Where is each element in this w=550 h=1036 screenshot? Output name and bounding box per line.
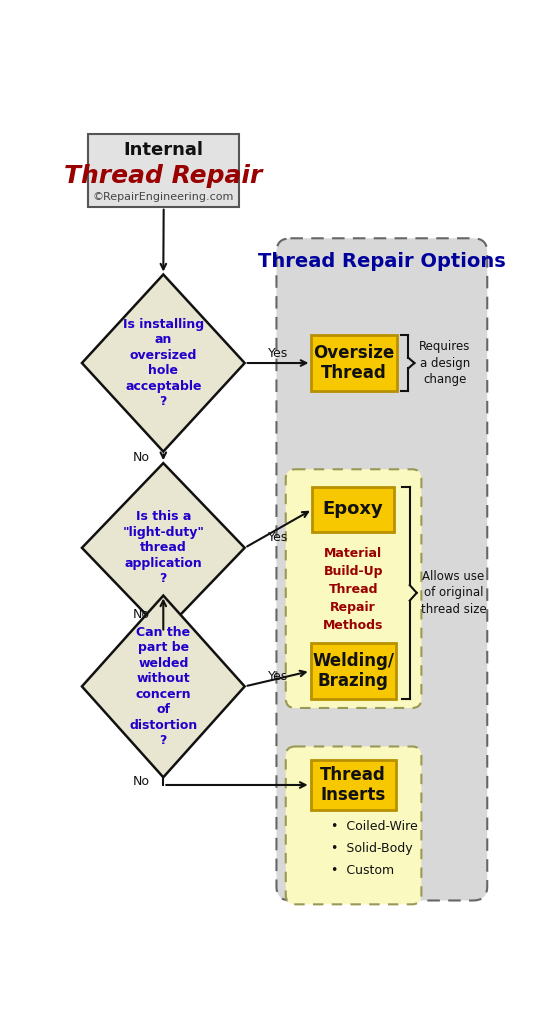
Text: ©RepairEngineering.com: ©RepairEngineering.com [93, 192, 234, 202]
Text: Material
Build-Up
Thread
Repair
Methods: Material Build-Up Thread Repair Methods [323, 547, 383, 632]
Text: Yes: Yes [268, 531, 289, 544]
Text: •  Coiled-Wire: • Coiled-Wire [332, 821, 418, 833]
Text: No: No [133, 607, 150, 621]
Text: Internal: Internal [124, 142, 204, 160]
Text: •  Custom: • Custom [332, 864, 394, 876]
Polygon shape [82, 275, 245, 452]
Text: Oversize
Thread: Oversize Thread [314, 344, 394, 382]
Text: Thread Repair Options: Thread Repair Options [258, 252, 506, 270]
Text: Thread
Inserts: Thread Inserts [320, 766, 386, 804]
Text: Thread Repair: Thread Repair [64, 164, 263, 188]
FancyBboxPatch shape [311, 336, 397, 391]
FancyBboxPatch shape [88, 134, 239, 207]
Text: Requires
a design
change: Requires a design change [419, 340, 470, 386]
FancyBboxPatch shape [277, 238, 487, 900]
Text: Yes: Yes [268, 346, 288, 359]
Text: Is this a
"light-duty"
thread
application
?: Is this a "light-duty" thread applicatio… [122, 511, 204, 585]
Text: •  Solid-Body: • Solid-Body [332, 842, 413, 855]
Text: Epoxy: Epoxy [323, 500, 383, 518]
Text: Allows use
of original
thread size: Allows use of original thread size [421, 570, 486, 615]
Text: Can the
part be
welded
without
concern
of
distortion
?: Can the part be welded without concern o… [129, 626, 197, 747]
FancyBboxPatch shape [312, 487, 394, 531]
Text: No: No [133, 451, 150, 464]
Text: No: No [133, 775, 150, 787]
FancyBboxPatch shape [286, 469, 421, 708]
Polygon shape [82, 463, 245, 633]
Text: Is installing
an
oversized
hole
acceptable
?: Is installing an oversized hole acceptab… [123, 318, 204, 408]
Text: Welding/
Brazing: Welding/ Brazing [312, 652, 394, 690]
Text: Yes: Yes [267, 670, 288, 683]
FancyBboxPatch shape [286, 747, 421, 904]
FancyBboxPatch shape [311, 760, 396, 810]
FancyBboxPatch shape [311, 643, 396, 698]
Polygon shape [82, 596, 245, 777]
